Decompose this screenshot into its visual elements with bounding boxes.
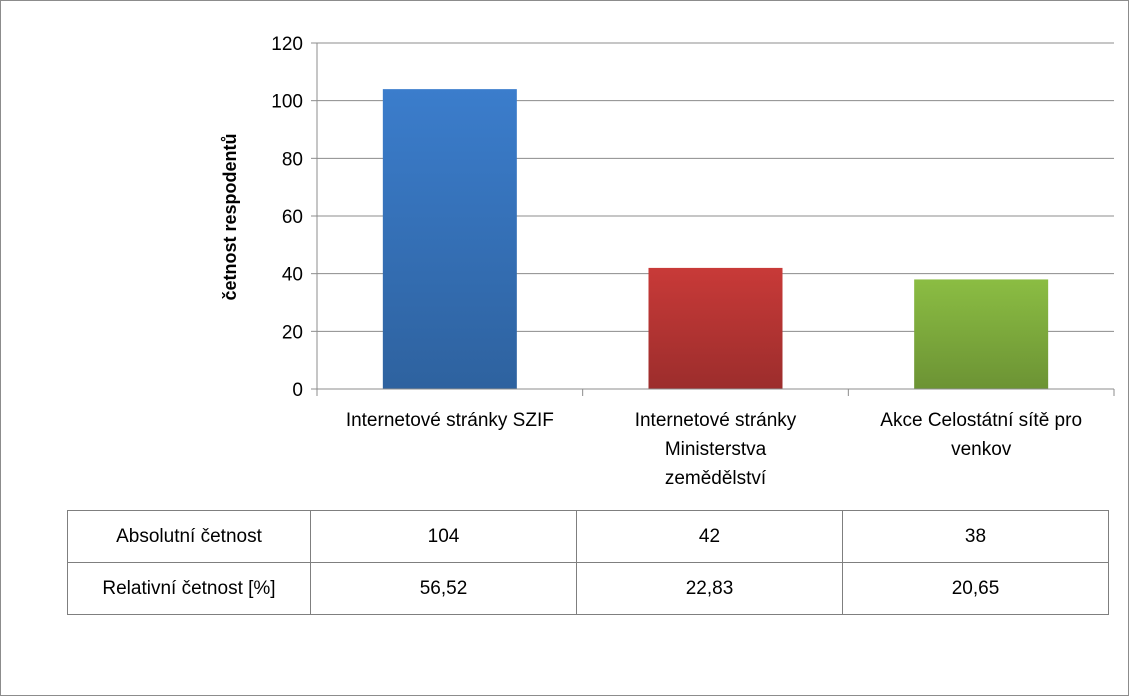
bar: [648, 267, 783, 389]
table-row: Absolutní četnost 104 42 38: [67, 510, 1109, 563]
y-tick-label: 120: [271, 34, 303, 55]
y-axis-label: četnost respodentů: [220, 133, 240, 300]
table-row: Relativní četnost [%] 56,52 22,83 20,65: [67, 562, 1109, 615]
table-cell: 56,52: [310, 562, 577, 615]
x-category-label: Akce Celostátní sítě pro venkov: [880, 410, 1082, 460]
bar: [914, 279, 1049, 389]
table-cell: 38: [842, 510, 1109, 563]
y-tick-label: 80: [282, 149, 303, 170]
y-tick-label: 60: [282, 207, 303, 228]
row-header: Absolutní četnost: [67, 510, 311, 563]
data-table: Absolutní četnost 104 42 38 Relativní če…: [67, 510, 1109, 615]
x-category-labels: Internetové stránky SZIF Internetové strá…: [346, 410, 1082, 489]
bars: [382, 89, 1049, 389]
axes: [311, 42, 1115, 396]
table-cell: 20,65: [842, 562, 1109, 615]
table-cell: 42: [576, 510, 843, 563]
bar: [382, 89, 517, 389]
y-tick-label: 40: [282, 265, 303, 286]
x-category-label: Internetové stránky Ministerstva zemědělst…: [635, 410, 797, 489]
bar-chart: 0 20 40 60 80 100 120 Internetové stránky SZIF…: [220, 34, 1115, 489]
y-tick-label: 20: [282, 322, 303, 343]
table-cell: 104: [310, 510, 577, 563]
table-cell: 22,83: [576, 562, 843, 615]
y-tick-labels: 0 20 40 60 80 100 120: [271, 34, 303, 401]
x-category-label: Internetové stránky SZIF: [346, 410, 554, 431]
y-tick-label: 0: [292, 380, 303, 401]
row-header: Relativní četnost [%]: [67, 562, 311, 615]
y-tick-label: 100: [271, 92, 303, 113]
